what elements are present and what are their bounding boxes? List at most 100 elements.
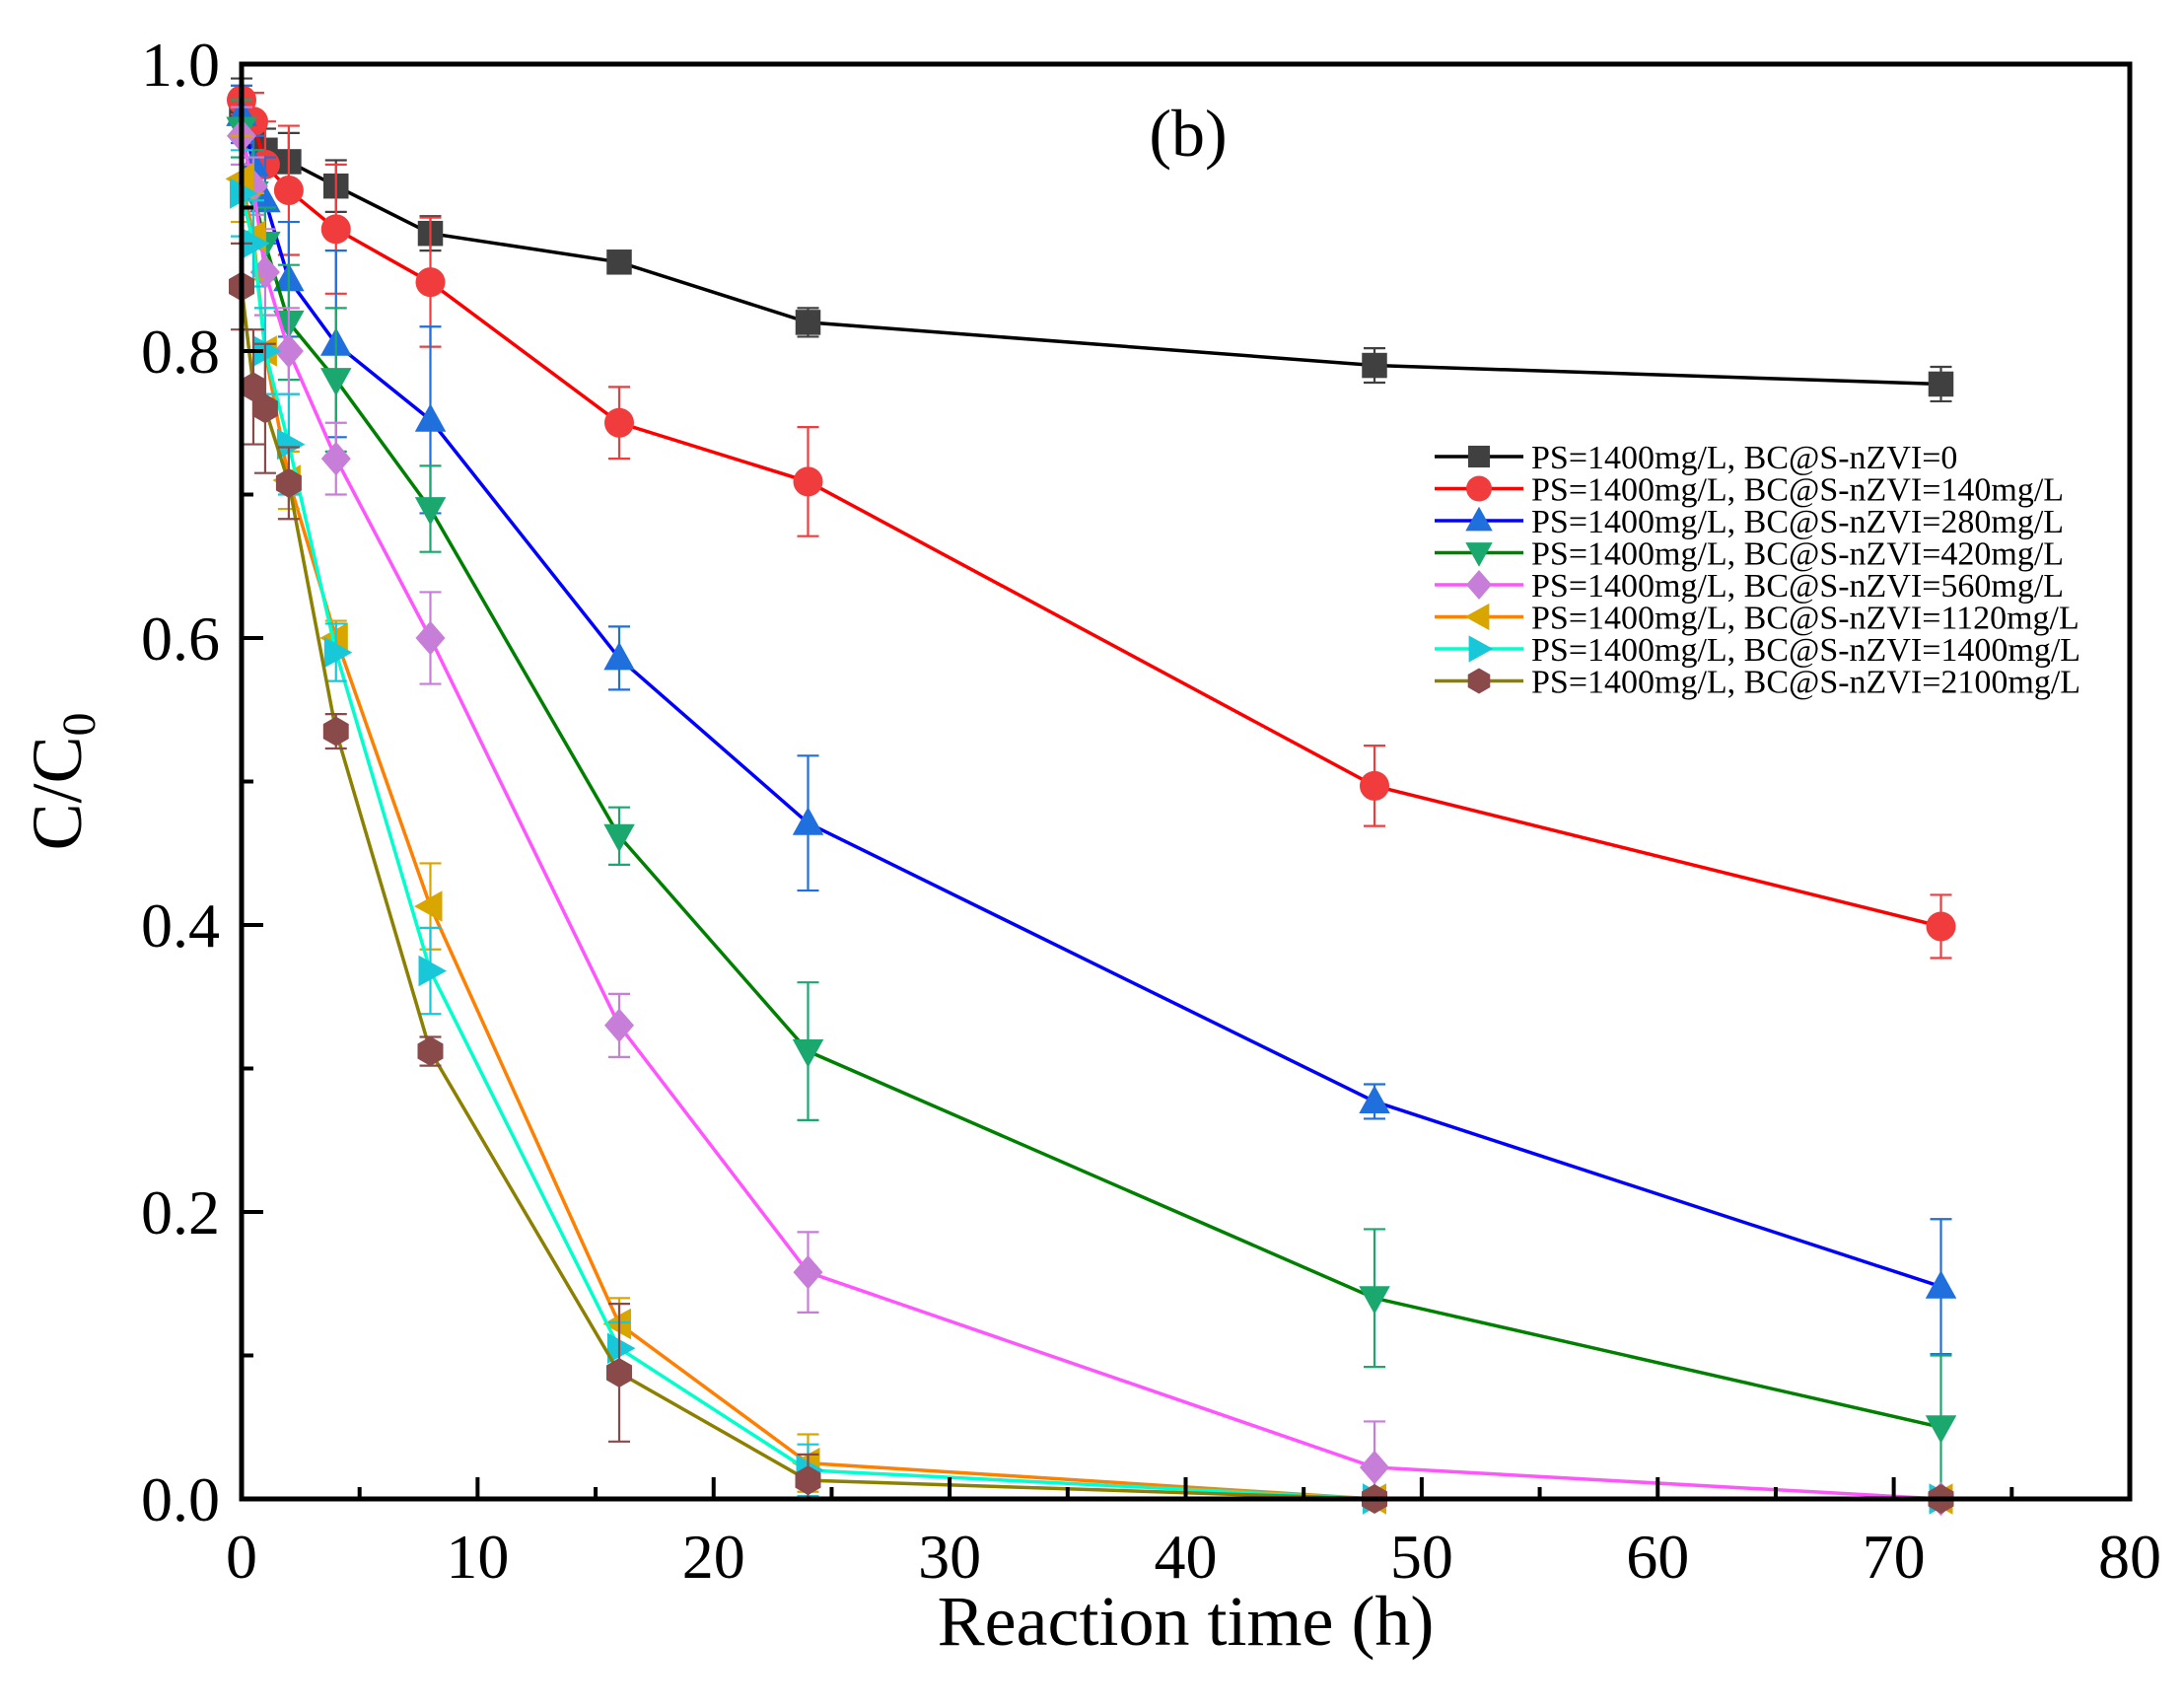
data-point <box>320 214 351 245</box>
y-axis-title: C/C0 <box>18 712 106 850</box>
legend-item-6: PS=1400mg/L, BC@S-nZVI=1120mg/L <box>1435 601 2079 637</box>
data-point <box>414 890 443 922</box>
legend-label: PS=1400mg/L, BC@S-nZVI=1400mg/L <box>1531 632 2080 669</box>
legend-marker <box>1466 570 1492 600</box>
y-tick-label: 0.4 <box>141 890 220 961</box>
data-point <box>323 636 353 669</box>
data-point <box>1362 352 1387 379</box>
series-7 <box>230 149 1957 1515</box>
data-point <box>795 1465 821 1496</box>
legend-label: PS=1400mg/L, BC@S-nZVI=0 <box>1531 440 1957 476</box>
data-point <box>606 1358 632 1388</box>
data-point <box>320 368 352 396</box>
legend-item-3: PS=1400mg/L, BC@S-nZVI=280mg/L <box>1435 504 2064 540</box>
legend-label: PS=1400mg/L, BC@S-nZVI=280mg/L <box>1531 504 2064 540</box>
legend-marker <box>1464 603 1490 631</box>
y-tick-label: 0.6 <box>141 604 220 674</box>
data-point <box>417 1036 444 1066</box>
data-point <box>273 333 304 369</box>
data-point <box>415 267 446 298</box>
plot-layer <box>225 77 1957 1517</box>
data-point <box>602 1308 631 1340</box>
data-point <box>415 620 446 656</box>
x-tick-label: 80 <box>2098 1522 2161 1592</box>
data-point <box>1926 911 1956 942</box>
legend-item-2: PS=1400mg/L, BC@S-nZVI=140mg/L <box>1435 472 2064 509</box>
data-point <box>1359 1286 1390 1315</box>
data-point <box>1928 371 1954 397</box>
data-point <box>792 1039 824 1068</box>
series-1 <box>229 77 1954 403</box>
legend-marker <box>1467 445 1491 468</box>
data-point <box>320 441 351 476</box>
data-point <box>1360 770 1389 801</box>
legend-label: PS=1400mg/L, BC@S-nZVI=560mg/L <box>1531 568 2064 605</box>
series-4 <box>226 99 1957 1501</box>
y-tick-label: 1.0 <box>141 30 220 100</box>
legend-item-5: PS=1400mg/L, BC@S-nZVI=560mg/L <box>1435 568 2064 605</box>
legend-marker <box>1466 475 1492 502</box>
axes-layer: 0 10 20 30 40 50 60 70 80 0.0 0.2 0.4 0.6 0.8 1.0 <box>141 30 2161 1592</box>
legend-label: PS=1400mg/L, BC@S-nZVI=1120mg/L <box>1531 601 2079 637</box>
legend-marker <box>1467 668 1491 694</box>
legend-label: PS=1400mg/L, BC@S-nZVI=140mg/L <box>1531 472 2064 509</box>
data-point <box>1360 1450 1389 1485</box>
data-point <box>273 176 304 206</box>
data-point <box>1925 1415 1957 1444</box>
data-point <box>241 372 266 402</box>
data-point <box>251 393 278 424</box>
y-tick-label: 0.2 <box>141 1177 220 1247</box>
legend-marker <box>1468 635 1494 663</box>
x-tick-label: 0 <box>226 1522 257 1592</box>
x-tick-label: 30 <box>918 1522 981 1592</box>
series-line <box>240 135 1941 1501</box>
series-line <box>240 99 1941 929</box>
data-point <box>607 1332 636 1364</box>
series-line <box>240 192 1941 1501</box>
data-point <box>604 1008 634 1043</box>
series-5 <box>227 106 1956 1517</box>
panel-label: (b) <box>1149 96 1227 171</box>
legend-label: PS=1400mg/L, BC@S-nZVI=420mg/L <box>1531 536 2064 573</box>
legend-item-8: PS=1400mg/L, BC@S-nZVI=2100mg/L <box>1435 665 2080 701</box>
series-8 <box>229 242 1954 1514</box>
data-point <box>1359 1085 1390 1113</box>
data-point <box>322 716 349 747</box>
x-tick-label: 10 <box>446 1522 509 1592</box>
x-axis-title: Reaction time (h) <box>938 1582 1435 1661</box>
data-point <box>418 955 447 987</box>
data-point <box>603 641 635 671</box>
x-tick-label: 70 <box>1863 1522 1926 1592</box>
x-tick-label: 40 <box>1155 1522 1218 1592</box>
legend-item-1: PS=1400mg/L, BC@S-nZVI=0 <box>1435 440 1957 476</box>
series-3 <box>226 84 1957 1356</box>
data-point <box>242 228 270 259</box>
legend-marker <box>1465 506 1493 532</box>
legend-label: PS=1400mg/L, BC@S-nZVI=2100mg/L <box>1531 665 2080 701</box>
x-tick-label: 50 <box>1390 1522 1453 1592</box>
legend: PS=1400mg/L, BC@S-nZVI=0PS=1400mg/L, BC@… <box>1435 440 2080 701</box>
x-tick-label: 20 <box>682 1522 745 1592</box>
data-point <box>606 249 632 275</box>
data-point <box>276 428 306 461</box>
y-tick-label: 0.0 <box>141 1464 220 1534</box>
legend-item-4: PS=1400mg/L, BC@S-nZVI=420mg/L <box>1435 536 2064 573</box>
y-axis-title-subscript: 0 <box>53 712 106 736</box>
x-tick-label: 60 <box>1626 1522 1689 1592</box>
data-point <box>275 467 302 498</box>
y-axis-title-main: C/C <box>18 736 97 850</box>
data-point <box>1925 1270 1957 1299</box>
legend-item-7: PS=1400mg/L, BC@S-nZVI=1400mg/L <box>1435 632 2080 669</box>
data-point <box>792 807 824 835</box>
plot-frame <box>239 61 2133 1502</box>
data-point <box>603 823 635 853</box>
y-tick-label: 0.8 <box>141 317 220 387</box>
data-point <box>604 407 634 438</box>
data-point <box>414 497 447 526</box>
series-line <box>240 128 1941 1430</box>
series-line <box>240 107 1941 387</box>
data-point <box>793 1254 823 1290</box>
data-point <box>795 310 821 335</box>
data-point <box>793 466 823 497</box>
